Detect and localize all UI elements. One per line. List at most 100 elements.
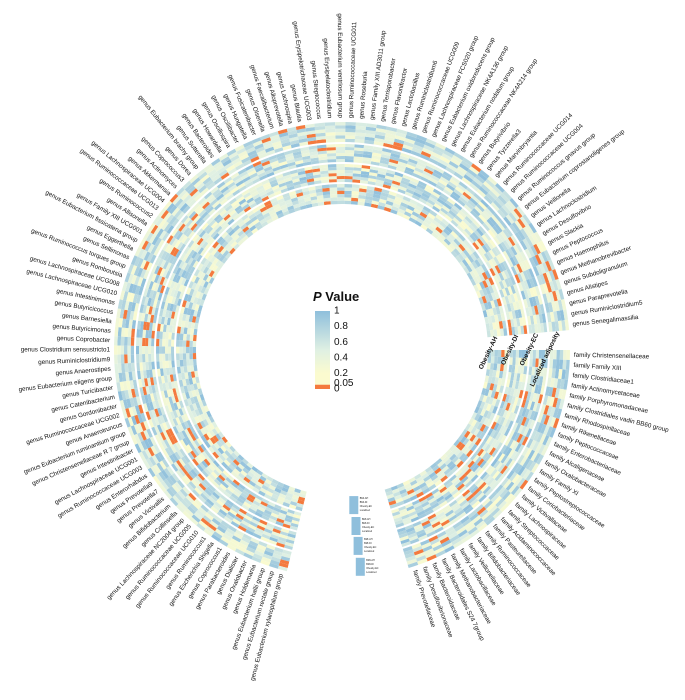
genus-cell: [252, 193, 261, 200]
family-cell: [470, 485, 479, 494]
family-cell: [498, 370, 504, 379]
genus-cell: [154, 291, 160, 300]
genus-cell: [143, 260, 150, 271]
genus-cell: [394, 138, 405, 145]
family-cell: [476, 506, 487, 516]
genus-cell: [240, 223, 248, 231]
genus-cell: [194, 193, 203, 202]
family-cell: [481, 511, 491, 521]
genus-cell: [429, 193, 439, 201]
genus-cell: [405, 134, 417, 142]
genus-cell: [287, 533, 296, 539]
genus-cell: [392, 177, 402, 183]
genus-cell: [321, 184, 330, 189]
inner-legend-text: Obesity-EC: [362, 526, 374, 529]
genus-cell: [214, 203, 222, 211]
genus-cell: [433, 203, 442, 211]
genus-cell: [275, 173, 284, 180]
genus-cell: [425, 138, 437, 146]
genus-cell: [166, 456, 174, 465]
genus-cell: [359, 188, 367, 193]
genus-cell: [259, 206, 268, 213]
genus-cell: [311, 165, 320, 170]
genus-cell: [196, 464, 204, 472]
genus-cell: [352, 176, 361, 180]
genus-cell: [453, 238, 461, 247]
genus-cell: [212, 460, 220, 468]
genus-cell: [203, 467, 211, 476]
family-cell: [555, 359, 560, 370]
genus-cell: [202, 478, 211, 487]
genus-cell: [250, 156, 260, 163]
genus-cell: [297, 170, 306, 176]
genus-cell: [495, 234, 503, 244]
genus-cell: [531, 233, 540, 244]
genus-cell: [258, 490, 266, 497]
genus-cell: [344, 200, 352, 205]
genus-cell: [324, 125, 336, 130]
genus-cell: [237, 525, 247, 532]
genus-cell: [263, 493, 272, 500]
genus-cell: [197, 219, 206, 227]
family-cell: [522, 374, 527, 383]
genus-cell: [251, 502, 259, 509]
genus-cell: [555, 279, 562, 290]
genus-cell: [456, 198, 466, 207]
genus-cell: [282, 484, 290, 490]
genus-cell: [433, 216, 442, 224]
family-cell: [465, 523, 476, 533]
genus-cell: [186, 308, 192, 316]
genus-cell: [452, 217, 461, 225]
family-cell: [446, 512, 456, 520]
genus-cell: [465, 247, 473, 256]
genus-cell: [157, 451, 165, 461]
family-cell: [471, 419, 478, 427]
genus-cell: [240, 492, 248, 499]
genus-cell: [202, 176, 212, 185]
family-cell: [508, 411, 514, 421]
genus-cell: [198, 171, 208, 180]
genus-cell: [208, 473, 217, 481]
family-cell: [430, 518, 440, 526]
genus-cell: [189, 359, 194, 366]
genus-cell: [486, 251, 494, 260]
genus-cell: [181, 430, 188, 438]
family-cell: [448, 463, 457, 471]
genus-cell: [220, 536, 231, 544]
genus-cell: [353, 167, 362, 172]
genus-cell: [430, 174, 440, 182]
genus-cell: [469, 270, 476, 279]
genus-cell: [220, 520, 230, 528]
family-cell: [441, 539, 452, 548]
genus-cell: [549, 281, 556, 292]
genus-cell: [227, 474, 235, 482]
genus-cell: [148, 456, 157, 466]
genus-cell: [178, 468, 186, 477]
family-cell: [504, 493, 514, 503]
genus-cell: [235, 456, 242, 464]
family-cell: [497, 486, 506, 496]
genus-cell: [151, 290, 158, 300]
genus-cell: [378, 167, 388, 173]
family-cell: [433, 547, 445, 555]
genus-cell: [299, 176, 307, 182]
family-cell: [508, 379, 514, 388]
genus-cell: [462, 218, 471, 227]
genus-cell: [159, 414, 166, 424]
genus-cell: [329, 184, 338, 188]
genus-cell: [163, 490, 173, 500]
genus-cell: [162, 269, 169, 278]
genus-cell: [463, 204, 473, 213]
genus-cell: [162, 382, 167, 391]
genus-cell: [479, 236, 487, 245]
genus-cell: [490, 315, 496, 323]
genus-cell: [286, 512, 294, 517]
genus-cell: [227, 511, 236, 519]
genus-cell: [131, 406, 138, 416]
genus-cell: [183, 227, 191, 236]
genus-cell: [126, 310, 131, 320]
genus-cell: [143, 270, 150, 280]
genus-cell: [148, 385, 153, 394]
genus-cell: [216, 525, 227, 534]
genus-cell: [440, 231, 449, 239]
